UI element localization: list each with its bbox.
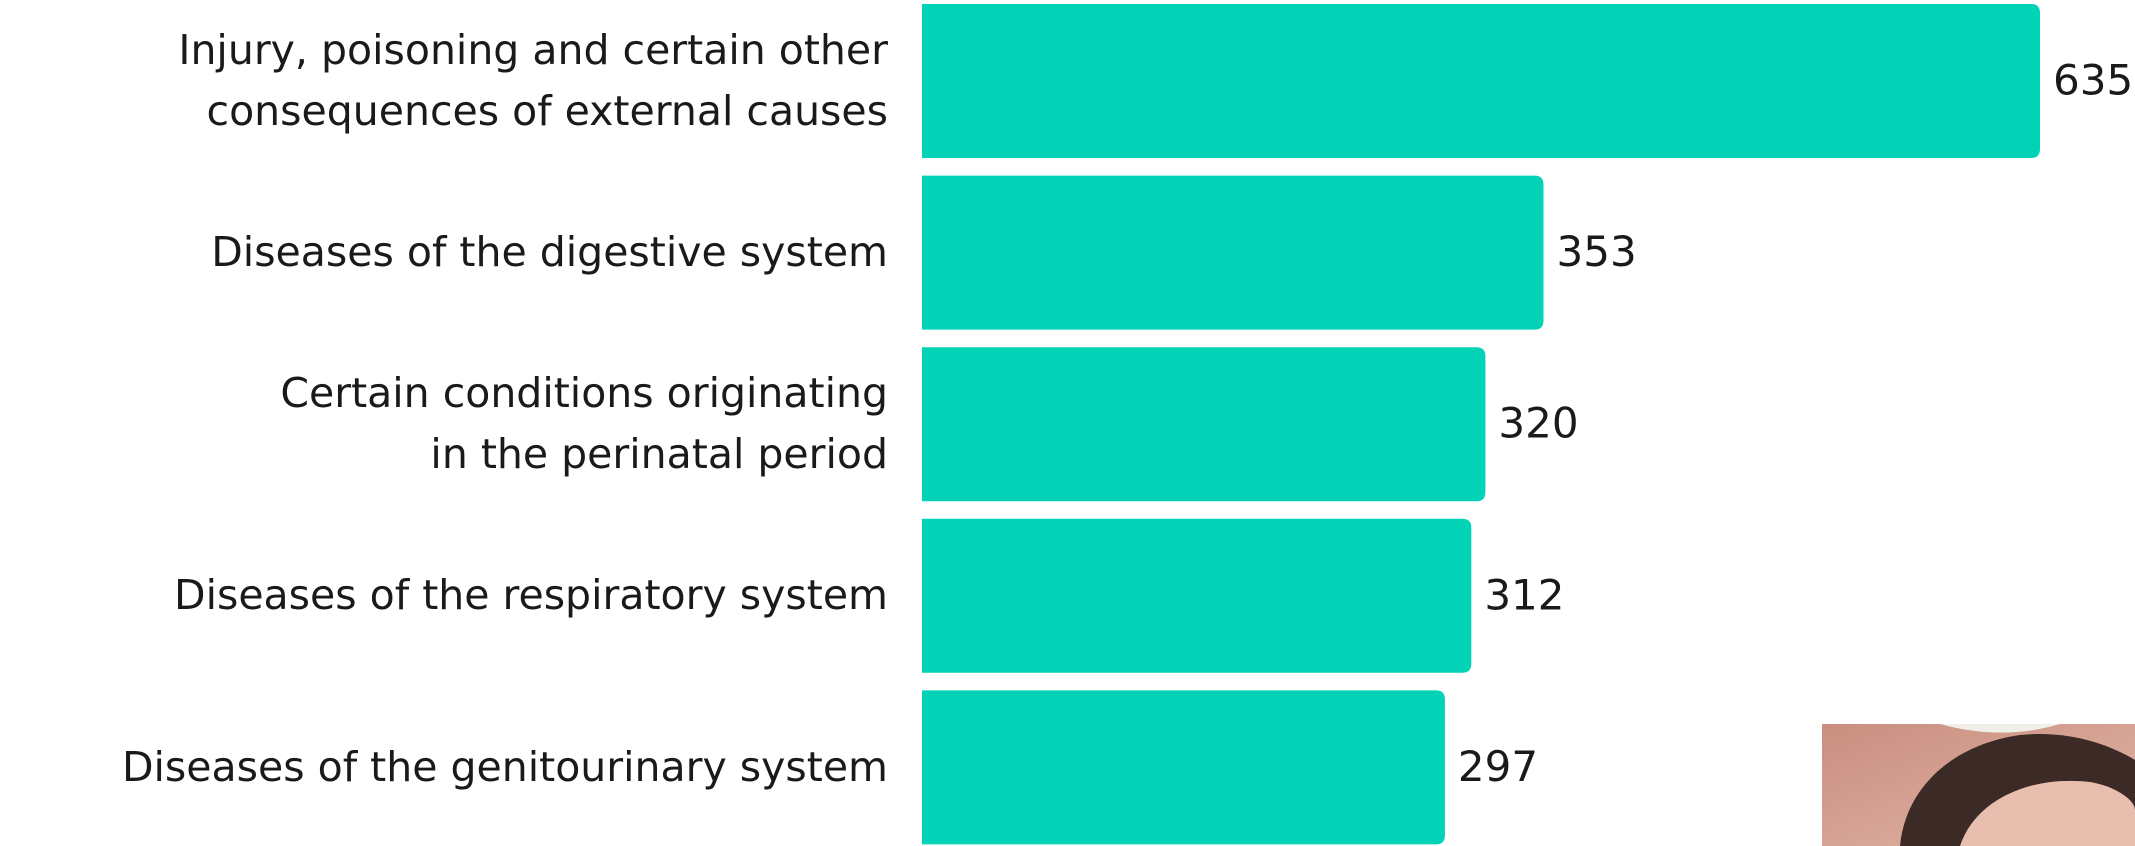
bar xyxy=(922,690,1445,845)
bar xyxy=(922,347,1486,502)
value-label: 353 xyxy=(1557,227,1637,276)
value-label: 635 xyxy=(2053,56,2133,105)
bar xyxy=(922,518,1472,673)
category-label: Diseases of the digestive system xyxy=(211,228,888,277)
bar xyxy=(922,175,1544,330)
value-label: 312 xyxy=(1484,570,1564,619)
category-label: Diseases of the genitourinary system xyxy=(121,742,888,791)
category-label: Injury, poisoning and certain other cons… xyxy=(178,26,888,135)
value-label: 297 xyxy=(1458,742,1538,791)
photo xyxy=(1822,724,2135,846)
category-label: Diseases of the respiratory system xyxy=(174,571,888,620)
category-label: Certain conditions originating in the pe… xyxy=(280,369,888,479)
bar xyxy=(922,4,2040,158)
value-label: 320 xyxy=(1498,399,1578,448)
